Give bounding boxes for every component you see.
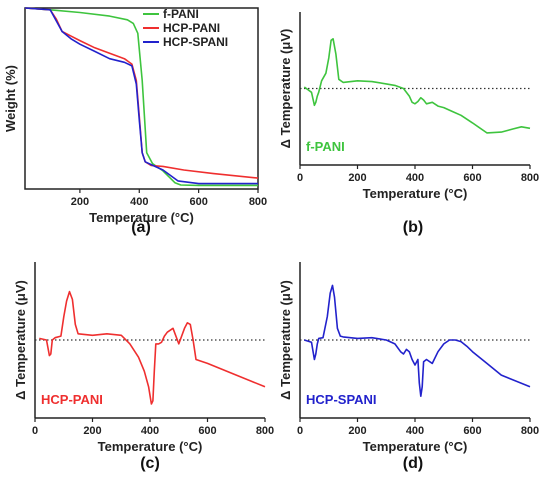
series-line-f-pani (24, 7, 258, 187)
x-tick-label: 400 (406, 425, 424, 437)
legend-label: HCP-SPANI (163, 35, 228, 49)
x-axis-label: Temperature (°C) (363, 439, 468, 454)
panel-label: (c) (140, 455, 160, 472)
plot-frame (24, 7, 259, 190)
x-tick-label: 800 (249, 196, 267, 208)
panel-label: (b) (403, 219, 423, 236)
series-line-f-pani (303, 38, 531, 134)
y-axis-label: Δ Temperature (μV) (13, 280, 28, 400)
panel-inside-label: HCP-PANI (41, 392, 103, 407)
x-tick-label: 200 (348, 172, 366, 184)
x-tick-label: 200 (348, 425, 366, 437)
legend-label: f-PANI (163, 7, 199, 21)
panel-inside-label: HCP-SPANI (306, 392, 377, 407)
x-tick-label: 0 (297, 425, 303, 437)
panel-inside-label: f-PANI (306, 139, 345, 154)
x-tick-label: 200 (83, 425, 101, 437)
panel-2: 0 200 400 600 800 Temperature (°C) Δ Temperatu… (13, 262, 274, 472)
x-tick-label: 400 (141, 425, 159, 437)
y-axis-label: Δ Temperature (μV) (278, 280, 293, 400)
panel-1: 0 200 400 600 800 Temperature (°C) Δ Temperatu… (278, 12, 539, 236)
x-tick-label: 600 (198, 425, 216, 437)
x-tick-label: 600 (463, 172, 481, 184)
series-line-hcp-spani (24, 7, 258, 185)
x-tick-label: 200 (71, 196, 89, 208)
x-tick-label: 600 (189, 196, 207, 208)
x-axis-label: Temperature (°C) (98, 439, 203, 454)
legend-label: HCP-PANI (163, 21, 220, 35)
panel-label: (a) (131, 219, 151, 236)
x-tick-label: 800 (256, 425, 274, 437)
x-tick-label: 0 (32, 425, 38, 437)
x-tick-label: 800 (521, 425, 539, 437)
x-tick-label: 600 (463, 425, 481, 437)
series-line-hcp-pani (39, 290, 266, 405)
panel-0: 200 400 600 800 Temperature (°C) Weight (%) f-… (3, 7, 267, 236)
panel-3: 0 200 400 600 800 Temperature (°C) Δ Temperatu… (278, 262, 539, 472)
panel-label: (d) (403, 455, 423, 472)
x-axis-label: Temperature (°C) (89, 210, 194, 225)
x-tick-label: 0 (297, 172, 303, 184)
x-tick-label: 400 (406, 172, 424, 184)
series-line-hcp-spani (304, 284, 531, 397)
y-axis-label: Δ Temperature (μV) (278, 29, 293, 149)
x-tick-label: 400 (130, 196, 148, 208)
x-axis-label: Temperature (°C) (363, 186, 468, 201)
x-tick-label: 800 (521, 172, 539, 184)
y-axis-label: Weight (%) (3, 65, 18, 132)
